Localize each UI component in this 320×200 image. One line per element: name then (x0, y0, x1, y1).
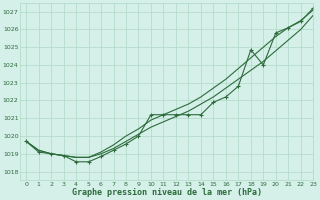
X-axis label: Graphe pression niveau de la mer (hPa): Graphe pression niveau de la mer (hPa) (72, 188, 261, 197)
